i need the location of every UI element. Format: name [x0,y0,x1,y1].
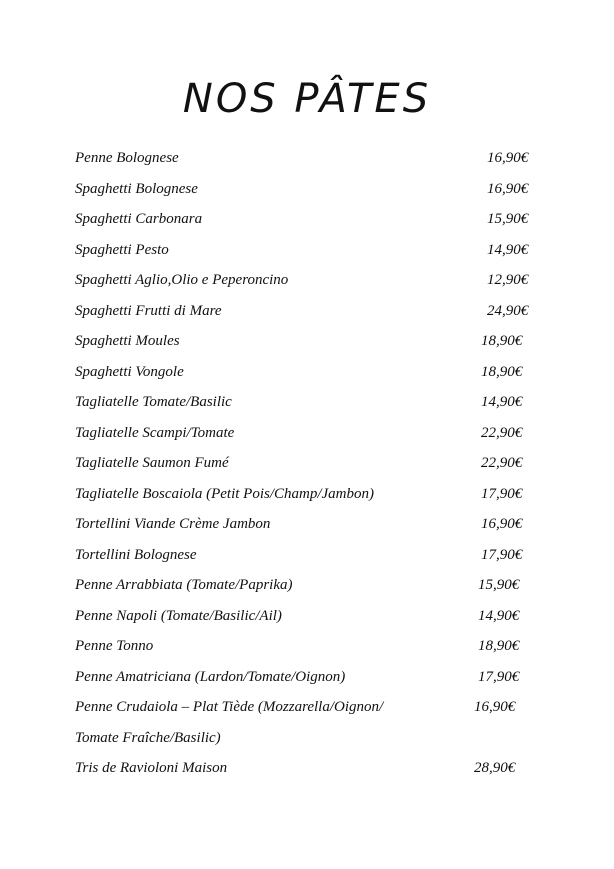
menu-item-name: Spaghetti Moules [75,333,180,349]
menu-item-price: 18,90€ [481,363,523,380]
menu-item: Spaghetti Pesto 14,90€ [75,240,555,271]
menu-list: Penne Bolognese 16,90€ Spaghetti Bolognese… [75,148,555,789]
menu-item: Spaghetti Vongole 18,90€ [75,362,555,393]
menu-item-price: 18,90€ [481,333,523,349]
menu-item-name: Penne Crudaiola – Plat Tiède (Mozzarella… [75,699,384,715]
menu-item: Penne Napoli (Tomate/Basilic/Ail) 14,90€ [75,606,555,637]
menu-item-price: 22,90€ [481,424,523,441]
menu-item: Spaghetti Carbonara 15,90€ [75,209,555,240]
menu-item: Spaghetti Moules 18,90€ [75,331,555,362]
menu-item-price: 15,90€ [478,577,520,593]
menu-item-name: Penne Arrabbiata (Tomate/Paprika) [75,577,293,593]
menu-item: Penne Tonno 18,90€ [75,636,555,667]
menu-item-price: 28,90€ [474,760,516,776]
menu-item-name: Tagliatelle Tomate/Basilic [75,394,232,410]
menu-item: Tagliatelle Tomate/Basilic 14,90€ [75,392,555,423]
menu-item-name: Tortellini Viande Crème Jambon [75,516,271,532]
menu-item-price: 14,90€ [481,394,523,410]
menu-item-name: Spaghetti Pesto [75,241,169,258]
menu-item-price: 18,90€ [478,638,520,654]
menu-item-price: 16,90€ [487,180,529,197]
menu-item-name-continued: Tomate Fraîche/Basilic) [75,729,221,746]
menu-item-price: 15,90€ [487,211,529,227]
menu-item: Spaghetti Bolognese 16,90€ [75,179,555,210]
menu-item-price: 22,90€ [481,455,523,471]
menu-item-name: Penne Tonno [75,638,154,654]
menu-item-price: 14,90€ [487,241,529,258]
menu-item: Penne Amatriciana (Lardon/Tomate/Oignon)… [75,667,555,698]
menu-item-name: Spaghetti Bolognese [75,180,198,197]
menu-item-price: 16,90€ [487,150,529,166]
menu-item: Tris de Ravioloni Maison 28,90€ [75,758,555,789]
menu-item-name: Tagliatelle Saumon Fumé [75,455,229,471]
menu-item: Tortellini Viande Crème Jambon 16,90€ [75,514,555,545]
menu-item-name: Tagliatelle Scampi/Tomate [75,424,235,441]
menu-item-name: Penne Napoli (Tomate/Basilic/Ail) [75,607,282,624]
menu-item-price: 14,90€ [478,607,520,624]
menu-item: Penne Arrabbiata (Tomate/Paprika) 15,90€ [75,575,555,606]
menu-item-name: Spaghetti Carbonara [75,211,203,227]
menu-item-price: 17,90€ [478,668,520,685]
menu-item-name: Tris de Ravioloni Maison [75,760,228,776]
menu-item-name: Spaghetti Aglio,Olio e Peperoncino [75,272,289,288]
menu-item-price: 24,90€ [487,302,529,319]
menu-item: Spaghetti Aglio,Olio e Peperoncino 12,90€ [75,270,555,301]
menu-item: Penne Crudaiola – Plat Tiède (Mozzarella… [75,697,555,758]
menu-item-price: 12,90€ [487,272,529,288]
menu-item-name: Tagliatelle Boscaiola (Petit Pois/Champ/… [75,485,375,502]
menu-item-name: Spaghetti Frutti di Mare [75,302,222,319]
menu-item-name: Penne Amatriciana (Lardon/Tomate/Oignon) [75,668,346,685]
menu-item: Tagliatelle Saumon Fumé 22,90€ [75,453,555,484]
menu-item-price: 16,90€ [481,516,523,532]
menu-item-price: 17,90€ [481,546,523,563]
menu-item-price: 16,90€ [474,699,516,715]
menu-item: Tagliatelle Scampi/Tomate 22,90€ [75,423,555,454]
page-title: NOS PÂTES [182,76,432,122]
menu-item: Penne Bolognese 16,90€ [75,148,555,179]
menu-item-name: Tortellini Bolognese [75,546,197,563]
menu-item-name: Spaghetti Vongole [75,363,184,380]
menu-item: Spaghetti Frutti di Mare 24,90€ [75,301,555,332]
menu-item-price: 17,90€ [481,485,523,502]
menu-item-name: Penne Bolognese [75,150,179,166]
menu-item: Tortellini Bolognese 17,90€ [75,545,555,576]
menu-item: Tagliatelle Boscaiola (Petit Pois/Champ/… [75,484,555,515]
